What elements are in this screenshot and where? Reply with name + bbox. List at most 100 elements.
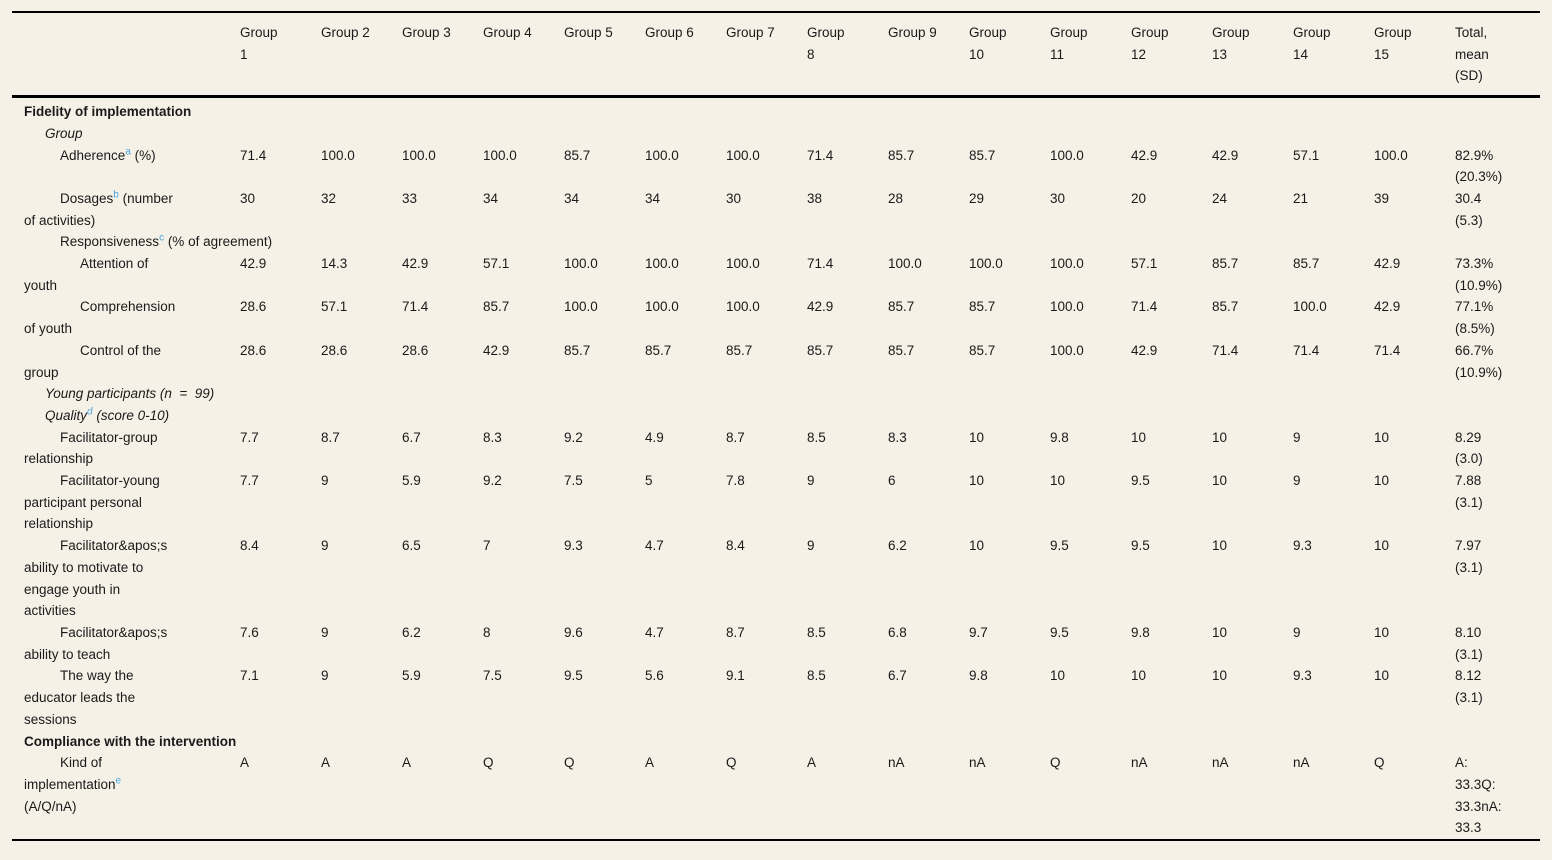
data-cell-group-4: 8 bbox=[483, 624, 491, 640]
data-cell-group-5 bbox=[552, 405, 633, 427]
data-cell-group-8 bbox=[795, 383, 876, 405]
data-cell-group-13: 10 bbox=[1212, 624, 1228, 640]
data-cell-group-7: 8.7 bbox=[726, 429, 745, 445]
total-cell bbox=[1443, 123, 1540, 145]
data-cell-group-14: 9 bbox=[1293, 429, 1301, 445]
data-cell-group-1: 7.6 bbox=[240, 624, 259, 640]
data-cell-group-14: nA bbox=[1293, 755, 1310, 771]
row-label: Comprehension of youth bbox=[24, 299, 176, 337]
data-cell-group-9: 6 bbox=[888, 473, 896, 489]
data-cell-group-13 bbox=[1200, 97, 1281, 123]
data-cell-group-1: 8.4 bbox=[240, 538, 259, 554]
data-cell-group-2 bbox=[309, 383, 390, 405]
data-cell-group-6: 5 bbox=[645, 473, 653, 489]
data-cell-group-3: 6.2 bbox=[402, 624, 421, 640]
data-cell-group-12: 71.4 bbox=[1131, 299, 1158, 315]
total-cell: 8.10 (3.1) bbox=[1455, 624, 1483, 662]
data-cell-group-12 bbox=[1119, 405, 1200, 427]
data-cell-group-12 bbox=[1119, 231, 1200, 253]
data-cell-group-4: 7 bbox=[483, 538, 491, 554]
data-cell-group-10: 85.7 bbox=[969, 147, 996, 163]
data-cell-group-8: 71.4 bbox=[807, 147, 834, 163]
table-row: Facilitator&apos;s ability to motivate t… bbox=[12, 535, 1540, 622]
data-cell-group-10 bbox=[957, 383, 1038, 405]
data-cell-group-13: 85.7 bbox=[1212, 256, 1239, 272]
data-cell-group-15 bbox=[1362, 231, 1443, 253]
data-cell-group-7: Q bbox=[726, 755, 737, 771]
data-cell-group-4: 8.3 bbox=[483, 429, 502, 445]
data-cell-group-13: 10 bbox=[1212, 429, 1228, 445]
data-cell-group-10: 9.8 bbox=[969, 668, 988, 684]
data-cell-group-7: 7.8 bbox=[726, 473, 745, 489]
data-cell-group-10 bbox=[957, 731, 1038, 753]
data-cell-group-1: 7.7 bbox=[240, 473, 259, 489]
total-cell: 82.9% (20.3%) bbox=[1455, 147, 1503, 185]
data-cell-group-13 bbox=[1200, 123, 1281, 145]
data-cell-group-3: 71.4 bbox=[402, 299, 429, 315]
data-cell-group-15 bbox=[1362, 123, 1443, 145]
column-header-group-3: Group 3 bbox=[390, 12, 471, 99]
data-cell-group-4: Q bbox=[483, 755, 494, 771]
table-row: Facilitator-group relationship 7.7 8.7 6.7 8… bbox=[12, 427, 1540, 470]
data-cell-group-10: 10 bbox=[969, 538, 985, 554]
data-cell-group-3: 5.9 bbox=[402, 473, 421, 489]
data-cell-group-10: 9.7 bbox=[969, 624, 988, 640]
data-cell-group-9 bbox=[876, 97, 957, 123]
data-cell-group-10: 10 bbox=[969, 429, 985, 445]
data-cell-group-11: 100.0 bbox=[1050, 299, 1084, 315]
footnote-marker-a[interactable]: a bbox=[125, 146, 131, 158]
data-cell-group-8: 71.4 bbox=[807, 256, 834, 272]
row-label: Control of the group bbox=[24, 342, 162, 380]
data-cell-group-5 bbox=[552, 123, 633, 145]
footnote-marker-c[interactable]: c bbox=[159, 232, 165, 244]
row-label: The way the educator leads the sessions bbox=[24, 668, 136, 727]
column-header-group-2: Group 2 bbox=[309, 12, 390, 99]
table-row: Dosagesb (number of activities) 30 32 33 34 3… bbox=[12, 188, 1540, 231]
table-row: Facilitator-young participant personal r… bbox=[12, 470, 1540, 535]
table-row: Fidelity of implementation bbox=[12, 97, 1540, 123]
data-cell-group-14: 85.7 bbox=[1293, 256, 1320, 272]
data-cell-group-3: 6.5 bbox=[402, 538, 421, 554]
row-label: Adherencea (%) bbox=[60, 146, 156, 163]
data-cell-group-5: 85.7 bbox=[564, 342, 591, 358]
data-cell-group-7 bbox=[714, 231, 795, 253]
data-cell-group-1 bbox=[228, 383, 309, 405]
data-cell-group-2 bbox=[309, 123, 390, 145]
data-cell-group-14: 9.3 bbox=[1293, 668, 1312, 684]
data-cell-group-12 bbox=[1119, 97, 1200, 123]
data-cell-group-4: 7.5 bbox=[483, 668, 502, 684]
data-cell-group-11: 30 bbox=[1050, 190, 1066, 206]
data-cell-group-12 bbox=[1119, 123, 1200, 145]
data-cell-group-3 bbox=[390, 123, 471, 145]
column-header-group-6: Group 6 bbox=[633, 12, 714, 99]
data-cell-group-6: 4.7 bbox=[645, 624, 664, 640]
data-cell-group-13: 71.4 bbox=[1212, 342, 1239, 358]
table-row: Comprehension of youth 28.6 57.1 71.4 85.7 10… bbox=[12, 296, 1540, 339]
data-cell-group-10 bbox=[957, 123, 1038, 145]
row-label: Responsivenessc (% of agreement) bbox=[60, 232, 273, 250]
data-cell-group-11 bbox=[1038, 231, 1119, 253]
data-cell-group-11 bbox=[1038, 405, 1119, 427]
data-cell-group-4 bbox=[471, 405, 552, 427]
table-row: The way the educator leads the sessions 7… bbox=[12, 665, 1540, 730]
footnote-marker-e[interactable]: e bbox=[115, 775, 122, 787]
footnote-marker-d[interactable]: d bbox=[87, 406, 93, 418]
table-body: Fidelity of implementation Group Adherence… bbox=[12, 97, 1540, 840]
data-cell-group-12: 10 bbox=[1131, 429, 1147, 445]
data-cell-group-1 bbox=[228, 405, 309, 427]
data-cell-group-8: 9 bbox=[807, 473, 815, 489]
column-header-empty bbox=[12, 12, 228, 99]
data-cell-group-8: 8.5 bbox=[807, 624, 826, 640]
data-cell-group-7: 100.0 bbox=[726, 256, 760, 272]
data-cell-group-14: 100.0 bbox=[1293, 299, 1327, 315]
data-cell-group-5: 9.6 bbox=[564, 624, 583, 640]
data-cell-group-10 bbox=[957, 231, 1038, 253]
data-cell-group-14: 9.3 bbox=[1293, 538, 1312, 554]
data-cell-group-3: 100.0 bbox=[402, 147, 436, 163]
table-row: Compliance with the intervention bbox=[12, 731, 1540, 753]
row-label: Young participants (n = 99) bbox=[45, 386, 215, 402]
data-cell-group-1: 42.9 bbox=[240, 256, 267, 272]
data-cell-group-15: 10 bbox=[1374, 624, 1390, 640]
data-cell-group-4: 100.0 bbox=[483, 147, 517, 163]
footnote-marker-b[interactable]: b bbox=[113, 189, 119, 201]
